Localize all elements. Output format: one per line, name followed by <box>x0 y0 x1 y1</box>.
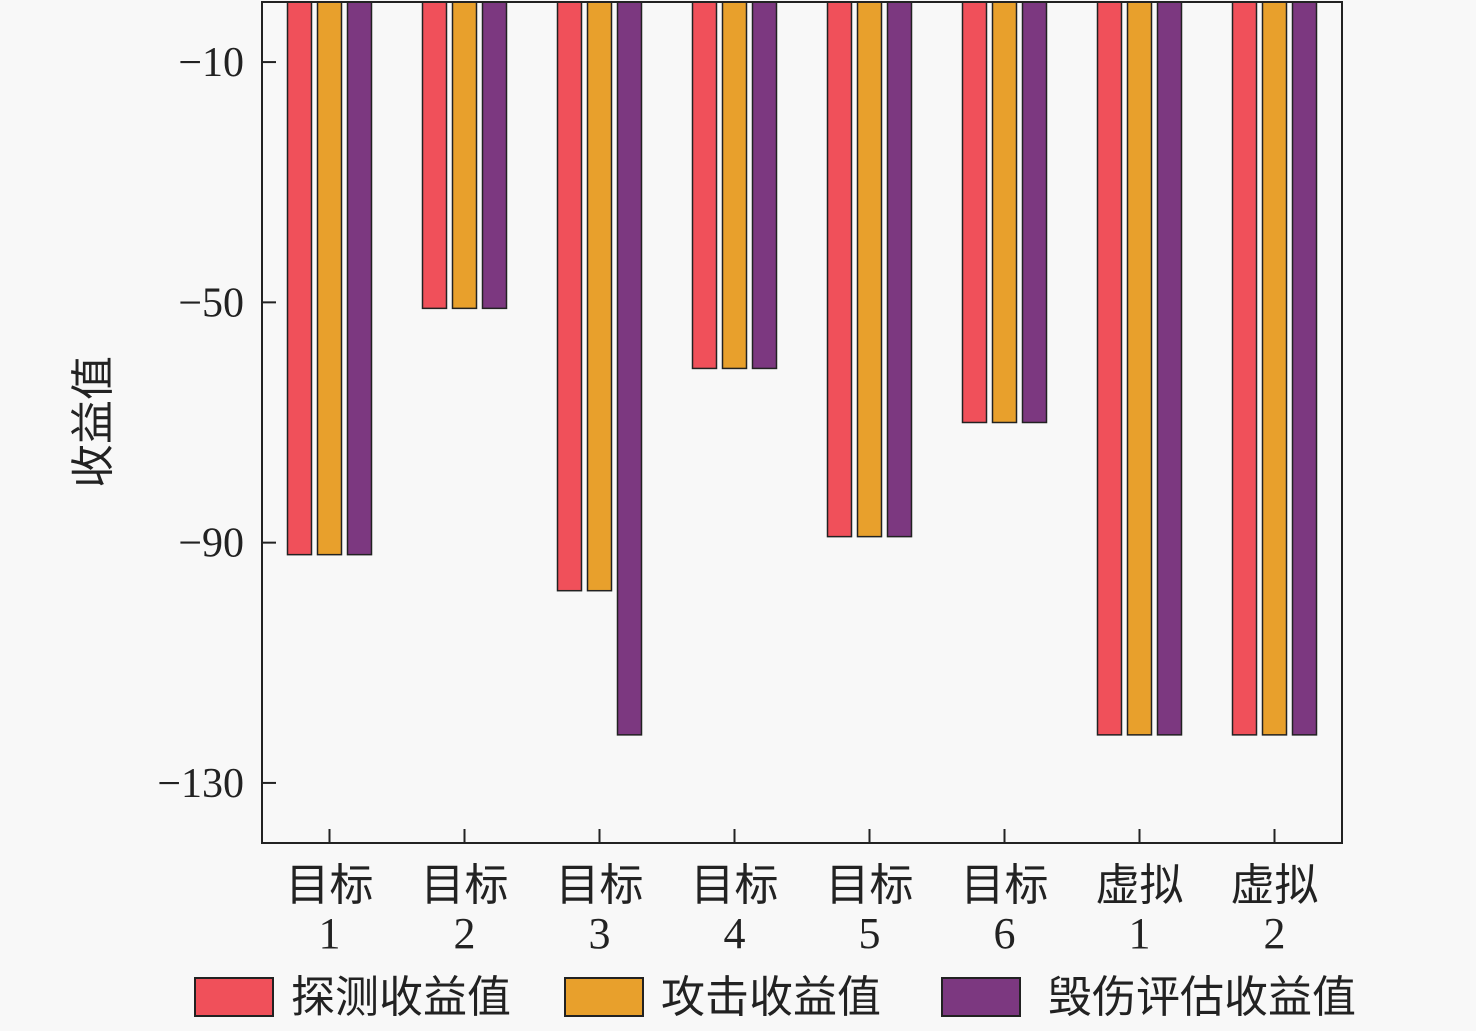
bar-1-6 <box>961 1 988 424</box>
x-tick-label-number: 3 <box>589 909 611 958</box>
x-tick-label-number: 1 <box>319 909 341 958</box>
bar-3-6 <box>1021 1 1048 424</box>
bar-1-8 <box>1231 1 1258 736</box>
y-axis-label: 收益值 <box>69 356 118 488</box>
bar-1-3 <box>556 1 583 592</box>
legend-swatch <box>564 977 644 1017</box>
bar-2-6 <box>991 1 1018 424</box>
x-tick-label-number: 4 <box>724 909 746 958</box>
bar-3-7 <box>1156 1 1183 736</box>
bar-3-2 <box>481 1 508 310</box>
legend-label: 毁伤评估收益值 <box>1048 973 1356 1022</box>
bar-3-5 <box>886 1 913 538</box>
plot-frame <box>261 1 1343 844</box>
y-tick-label: −50 <box>178 280 244 326</box>
x-tick-label: 目标 <box>691 861 779 910</box>
bar-1-7 <box>1096 1 1123 736</box>
x-tick-label: 目标 <box>826 861 914 910</box>
legend-swatch <box>194 977 274 1017</box>
bar-3-8 <box>1291 1 1318 736</box>
x-tick-label: 目标 <box>556 861 644 910</box>
x-tick-label: 虚拟 <box>1096 861 1184 910</box>
y-tick-label: −130 <box>157 761 244 807</box>
bar-1-5 <box>826 1 853 538</box>
x-tick-label-number: 6 <box>994 909 1016 958</box>
bar-2-2 <box>451 1 478 310</box>
bar-1-2 <box>421 1 448 310</box>
bar-2-1 <box>316 1 343 556</box>
x-tick-label-number: 5 <box>859 909 881 958</box>
x-tick-label: 虚拟 <box>1231 861 1319 910</box>
bar-3-3 <box>616 1 643 736</box>
bar-2-7 <box>1126 1 1153 736</box>
bar-2-3 <box>586 1 613 592</box>
x-tick-label-number: 1 <box>1129 909 1151 958</box>
x-tick-label-number: 2 <box>454 909 476 958</box>
bar-2-8 <box>1261 1 1288 736</box>
bar-2-4 <box>721 1 748 370</box>
bar-1-4 <box>691 1 718 370</box>
x-tick-label: 目标 <box>961 861 1049 910</box>
legend-label: 探测收益值 <box>291 973 511 1022</box>
x-tick-label: 目标 <box>421 861 509 910</box>
bar-3-4 <box>751 1 778 370</box>
bar-3-1 <box>346 1 373 556</box>
y-tick-label: −10 <box>178 40 244 86</box>
bar-1-1 <box>286 1 313 556</box>
x-tick-label: 目标 <box>286 861 374 910</box>
x-tick-label-number: 2 <box>1264 909 1286 958</box>
legend-swatch <box>941 977 1021 1017</box>
y-tick-label: −90 <box>178 521 244 567</box>
bar-2-5 <box>856 1 883 538</box>
legend-label: 攻击收益值 <box>661 973 881 1022</box>
